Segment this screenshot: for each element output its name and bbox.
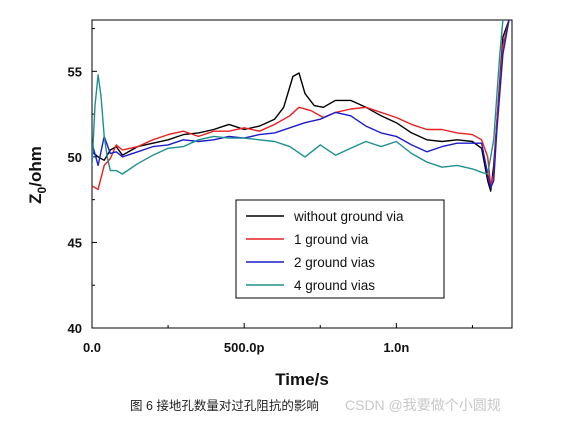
- y-tick-label: 50: [68, 150, 82, 165]
- series-line-4: [92, 20, 504, 175]
- legend: without ground via 1 ground via 2 ground v…: [235, 199, 445, 299]
- watermark: CSDN @我要做个小圆规: [345, 397, 501, 413]
- y-axis: 40 45 50 55: [68, 28, 97, 336]
- series-layer: [92, 20, 510, 192]
- series-line-2: [92, 20, 510, 191]
- legend-label: 1 ground via: [294, 232, 369, 247]
- y-tick-label: 45: [68, 235, 82, 250]
- legend-label: 4 ground vias: [294, 278, 375, 293]
- figure-caption: 图 6 接地孔数量对过孔阻抗的影响: [130, 398, 319, 413]
- series-line-1: [92, 20, 510, 192]
- series-line-3: [92, 20, 510, 189]
- y-axis-title: Z0/ohm: [26, 146, 49, 204]
- x-tick-label: 1.0n: [383, 340, 409, 355]
- legend-label: 2 ground vias: [294, 255, 375, 270]
- x-axis: 0.0 500.0p 1.0n: [83, 323, 473, 355]
- x-tick-label: 500.0p: [224, 340, 265, 355]
- legend-label: without ground via: [293, 209, 404, 224]
- x-tick-label: 0.0: [83, 340, 101, 355]
- plot-area: [91, 19, 513, 329]
- x-axis-title: Time/s: [275, 370, 329, 389]
- y-tick-label: 40: [68, 321, 82, 336]
- y-tick-label: 55: [68, 64, 82, 79]
